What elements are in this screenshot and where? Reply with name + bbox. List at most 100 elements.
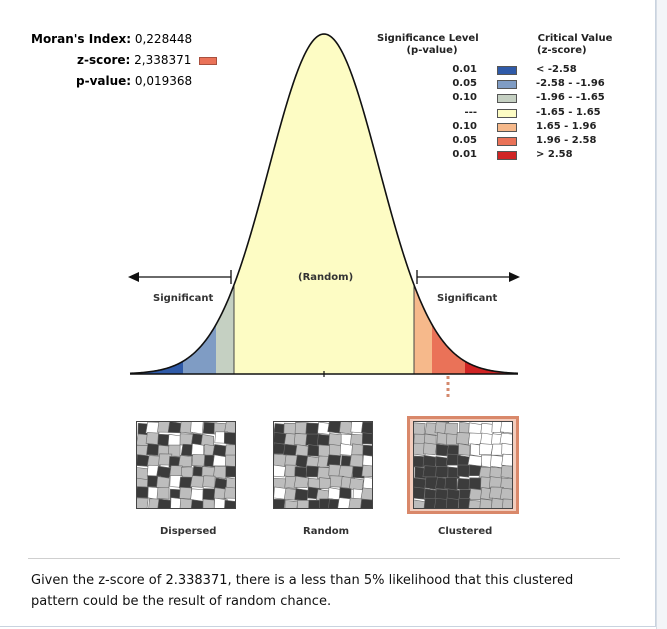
legend-zscore-2: -1.96 - -1.65 — [536, 92, 605, 104]
divider — [28, 558, 620, 559]
map-polygon — [502, 498, 512, 508]
map-polygon — [305, 465, 320, 478]
map-polygon — [444, 477, 458, 491]
map-polygon — [308, 499, 322, 508]
legend-pvalue-4: 0.10 — [452, 120, 477, 132]
map-polygon — [179, 422, 194, 434]
map-polygon — [501, 442, 512, 456]
map-polygon — [361, 432, 372, 445]
zscore-label: z-score: — [77, 53, 131, 67]
legend-swatch-1 — [497, 80, 517, 90]
map-polygon — [297, 499, 311, 508]
morans-index-label: Moran's Index: — [31, 32, 132, 46]
map-polygon — [179, 498, 194, 508]
legend-pvalue-0: 0.01 — [452, 64, 477, 75]
map-polygon — [414, 486, 426, 500]
map-polygon — [500, 465, 512, 479]
map-polygon — [213, 465, 227, 479]
map-polygon — [348, 497, 363, 508]
map-polygon — [190, 499, 204, 508]
map-polygon — [202, 498, 215, 508]
map-polygon — [458, 443, 471, 456]
map-polygon — [444, 422, 458, 436]
map-polygon — [223, 486, 235, 499]
band-random — [234, 34, 414, 374]
critical-value-subtitle: (z-score) — [537, 45, 587, 56]
map-polygon — [446, 497, 459, 508]
right-significant-label: Significant — [437, 293, 498, 304]
significance-level-title: Significance Level — [377, 33, 479, 44]
legend-zscore-5: 1.96 - 2.58 — [536, 135, 597, 146]
map-polygon — [274, 464, 286, 478]
band-dispersed-05 — [183, 324, 216, 374]
map-polygon — [167, 433, 182, 447]
map-polygon — [327, 487, 341, 501]
map-polygon — [457, 464, 471, 478]
legend-pvalue-5: 0.05 — [452, 135, 477, 146]
legend-pvalue-3: --- — [464, 106, 477, 118]
right-arrow-head — [509, 272, 520, 282]
map-polygon — [338, 487, 352, 499]
map-polygon — [178, 454, 193, 468]
random-map — [273, 421, 373, 509]
map-polygon — [414, 499, 426, 508]
map-polygon — [479, 443, 494, 456]
random-map-label: Random — [303, 526, 350, 537]
legend-swatch-0 — [497, 66, 517, 75]
map-polygon — [488, 476, 503, 489]
map-polygon — [435, 466, 449, 478]
map-polygon — [414, 422, 426, 436]
map-polygon — [156, 465, 172, 479]
map-polygon — [422, 465, 438, 478]
map-polygon — [501, 453, 512, 467]
legend-pvalue-2: 0.10 — [452, 92, 477, 104]
random-pattern-image — [274, 422, 372, 508]
map-polygon — [423, 497, 439, 508]
band-clustered-10 — [414, 284, 432, 374]
legend-zscore-6: > 2.58 — [536, 149, 573, 161]
map-polygon — [191, 443, 205, 457]
map-polygon — [274, 498, 286, 508]
critical-value-title: Critical Value — [537, 33, 613, 44]
map-polygon — [225, 465, 235, 478]
map-polygon — [190, 475, 206, 488]
pvalue-row: p-value: 0,019368 — [76, 74, 192, 88]
map-polygon — [500, 477, 512, 490]
zscore-color-swatch — [199, 56, 218, 65]
map-polygon — [224, 454, 235, 467]
map-polygon — [499, 487, 512, 501]
dispersed-map — [136, 421, 236, 509]
map-polygon — [479, 498, 493, 508]
map-polygon — [361, 464, 372, 478]
map-polygon — [327, 422, 342, 434]
map-polygon — [167, 422, 182, 434]
scrollbar-track[interactable] — [656, 0, 667, 629]
map-polygon — [339, 443, 353, 456]
legend-zscore-3: -1.65 - 1.65 — [536, 106, 601, 118]
map-polygon — [305, 422, 320, 436]
map-polygon — [361, 422, 372, 435]
legend-pvalue-1: 0.05 — [452, 78, 477, 90]
map-polygon — [349, 454, 363, 468]
map-polygon — [423, 442, 437, 456]
left-significant-label: Significant — [153, 293, 214, 304]
dispersed-pattern-image — [137, 422, 235, 508]
map-polygon — [468, 499, 483, 508]
map-polygon — [137, 486, 150, 499]
pvalue-value: 0,019368 — [134, 74, 193, 88]
bell-curve-outline — [129, 33, 519, 375]
map-polygon — [137, 498, 149, 508]
map-polygon — [223, 432, 235, 446]
random-label: (Random) — [298, 272, 354, 283]
map-polygon — [455, 432, 471, 446]
map-polygon — [190, 422, 204, 435]
map-polygon — [169, 465, 183, 478]
legend-zscore-4: 1.65 - 1.96 — [536, 120, 597, 132]
map-polygon — [224, 444, 235, 458]
map-polygon — [446, 433, 460, 446]
map-polygon — [360, 498, 372, 508]
map-polygon — [283, 488, 299, 501]
map-polygon — [294, 488, 309, 502]
clustered-label: Clustered — [438, 526, 493, 537]
